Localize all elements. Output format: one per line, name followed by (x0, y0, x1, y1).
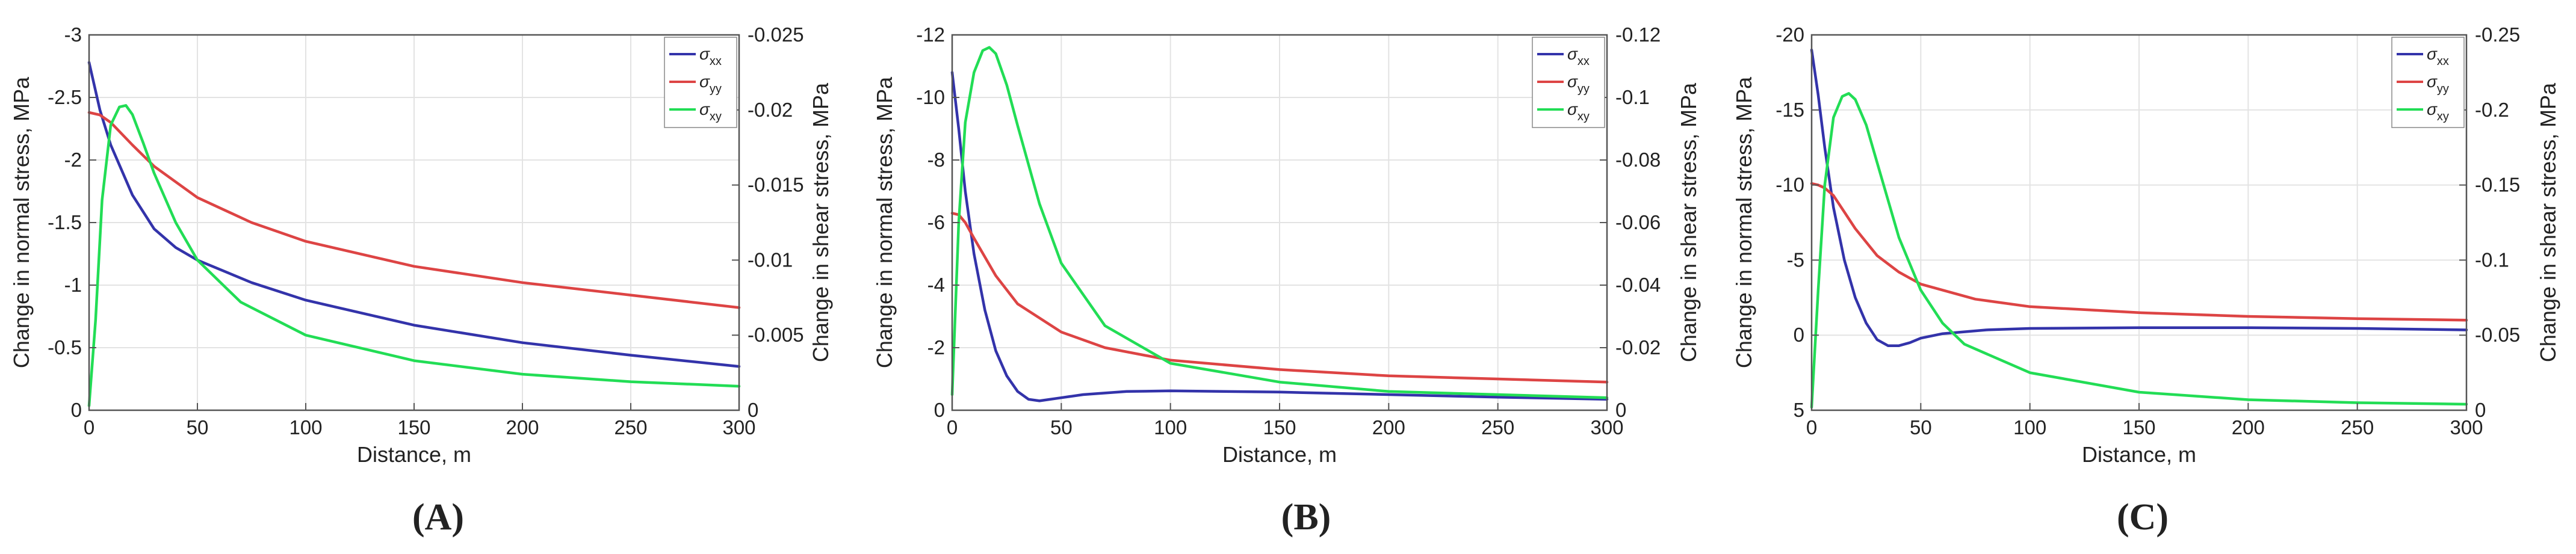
series-line-xy (1810, 92, 2468, 409)
y-tick-label-right: -0.06 (1615, 211, 1661, 233)
y-tick-label-right: -0.15 (2475, 174, 2520, 196)
y-tick-label-left: -2 (64, 149, 82, 171)
x-tick-label: 150 (397, 416, 430, 439)
series-line-xx (1810, 48, 2468, 347)
y-tick-label-left: -6 (927, 211, 945, 233)
series-line-xy (87, 104, 741, 407)
x-tick-label: 100 (2013, 416, 2046, 439)
y-tick-label-left: 0 (934, 399, 945, 421)
panel-label: (C) (2117, 497, 2169, 538)
legend-entry-xy: σxy (2427, 100, 2449, 123)
y-tick-label-left: -1 (64, 274, 82, 296)
y-axis-title-right: Change in shear stress, MPa (2536, 82, 2560, 362)
legend: σxx σyy σxy (1532, 37, 1605, 128)
y-tick-label-right: -0.2 (2475, 99, 2509, 121)
y-tick-label-left: 5 (1794, 399, 1804, 421)
y-tick-label-left: -8 (927, 149, 945, 171)
y-axis-title-right: Change in shear stress, MPa (1676, 82, 1701, 362)
y-tick-label-left: -0.5 (48, 336, 82, 359)
y-axis-title-left: Change in normal stress, MPa (9, 76, 34, 368)
y-tick-label-left: -20 (1776, 23, 1804, 46)
x-tick-label: 250 (614, 416, 647, 439)
y-tick-label-right: -0.04 (1615, 274, 1661, 296)
legend-entry-xx: σxx (2427, 45, 2449, 68)
legend: σxx σyy σxy (2391, 37, 2465, 128)
x-tick-label: 0 (84, 416, 94, 439)
x-tick-label: 250 (2341, 416, 2374, 439)
series-line-yy (87, 111, 741, 309)
legend: σxx σyy σxy (664, 37, 737, 128)
y-tick-label-left: -2.5 (48, 86, 82, 108)
series-line-xy (950, 46, 1609, 399)
y-tick-label-left: -1.5 (48, 211, 82, 233)
x-tick-label: 150 (1263, 416, 1296, 439)
x-tick-label: 250 (1481, 416, 1514, 439)
x-axis-title: Distance, m (1222, 442, 1337, 467)
y-axis-title-right: Change in shear stress, MPa (808, 82, 833, 362)
y-tick-label-left: -10 (1776, 174, 1804, 196)
y-tick-label-right: -0.08 (1615, 149, 1661, 171)
y-tick-label-left: 0 (1794, 324, 1804, 346)
y-tick-label-left: -15 (1776, 99, 1804, 121)
legend-entry-yy: σyy (699, 72, 722, 96)
chart-panel-0: 0 50 100 150 200 250 3000-0.5-1-1.5-2-2.5-30-0… (9, 23, 833, 538)
x-tick-label: 50 (1050, 416, 1073, 439)
y-tick-label-right: -0.015 (748, 174, 804, 196)
x-axis-title: Distance, m (2082, 442, 2196, 467)
x-tick-label: 300 (2450, 416, 2483, 439)
y-tick-label-right: 0 (2475, 399, 2486, 421)
x-tick-label: 100 (289, 416, 322, 439)
chart-panel-1: 0 50 100 150 200 250 3000-2-4-6-8-10-120-0.02-… (872, 23, 1701, 538)
series-line-yy (950, 212, 1609, 384)
y-tick-label-right: -0.025 (748, 23, 804, 46)
y-tick-label-left: -3 (64, 23, 82, 46)
legend-entry-yy: σyy (1567, 72, 1590, 96)
x-axis-title: Distance, m (357, 442, 471, 467)
x-tick-label: 50 (187, 416, 209, 439)
legend-entry-xx: σxx (1567, 45, 1590, 68)
x-tick-label: 100 (1154, 416, 1187, 439)
y-tick-label-left: -4 (927, 274, 945, 296)
y-tick-label-right: -0.01 (748, 248, 793, 271)
x-tick-label: 200 (1372, 416, 1405, 439)
y-axis-title-left: Change in normal stress, MPa (1732, 76, 1756, 368)
y-tick-label-right: 0 (1615, 399, 1626, 421)
y-tick-label-right: -0.12 (1615, 23, 1661, 46)
chart-panel-2: 0 50 100 150 200 250 30050-5-10-15-200-0.05-0.… (1732, 23, 2560, 538)
y-tick-label-left: -10 (916, 86, 945, 108)
y-tick-label-right: -0.02 (748, 99, 793, 121)
panel-label: (A) (412, 497, 464, 538)
x-tick-label: 0 (947, 416, 958, 439)
y-tick-label-left: -2 (927, 336, 945, 359)
y-tick-label-left: -5 (1787, 248, 1804, 271)
series-line-xx (950, 71, 1609, 402)
y-axis-title-left: Change in normal stress, MPa (872, 76, 897, 368)
legend-entry-xx: σxx (699, 45, 722, 68)
x-tick-label: 300 (722, 416, 755, 439)
series-line-yy (1810, 182, 2468, 322)
legend-entry-xy: σxy (1567, 100, 1590, 123)
panel-label: (B) (1281, 497, 1331, 538)
x-tick-label: 50 (1910, 416, 1932, 439)
y-tick-label-right: -0.05 (2475, 324, 2520, 346)
x-tick-label: 300 (1590, 416, 1623, 439)
y-tick-label-right: -0.02 (1615, 336, 1661, 359)
x-tick-label: 200 (2232, 416, 2265, 439)
y-tick-label-right: -0.25 (2475, 23, 2520, 46)
y-tick-label-right: -0.1 (1615, 86, 1650, 108)
x-tick-label: 0 (1806, 416, 1817, 439)
legend-entry-yy: σyy (2427, 72, 2449, 96)
x-tick-label: 200 (506, 416, 539, 439)
y-tick-label-left: 0 (71, 399, 82, 421)
y-tick-label-right: 0 (748, 399, 758, 421)
y-tick-label-left: -12 (916, 23, 945, 46)
y-tick-label-right: -0.005 (748, 324, 804, 346)
legend-entry-xy: σxy (699, 100, 722, 123)
y-tick-label-right: -0.1 (2475, 248, 2509, 271)
x-tick-label: 150 (2122, 416, 2155, 439)
